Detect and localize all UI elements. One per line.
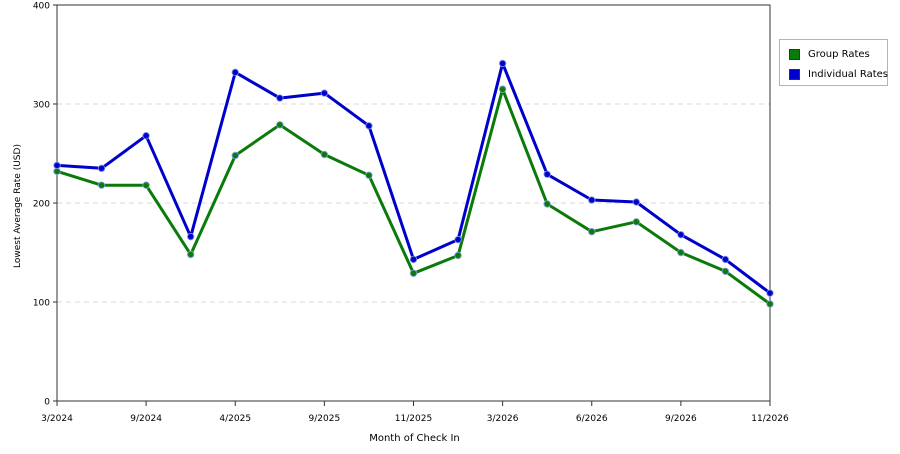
- data-point-individual-rates-12: [588, 196, 596, 204]
- data-point-individual-rates-7: [365, 122, 373, 130]
- data-point-individual-rates-1: [97, 164, 106, 173]
- data-point-individual-rates-9: [454, 235, 462, 244]
- y-tick-label-1: 100: [33, 299, 50, 309]
- data-point-group-rates-9: [454, 251, 462, 260]
- data-point-group-rates-6: [320, 150, 329, 159]
- legend-label-group-rates: Group Rates: [808, 49, 870, 60]
- data-point-individual-rates-3: [186, 232, 195, 241]
- data-point-group-rates-7: [365, 171, 373, 179]
- data-point-individual-rates-14: [677, 230, 685, 239]
- x-tick-label-1: 9/2024: [130, 414, 162, 424]
- data-point-individual-rates-5: [276, 94, 284, 102]
- x-tick-label-3: 9/2025: [309, 414, 341, 424]
- x-tick-label-2: 4/2025: [219, 414, 251, 424]
- x-axis-title: Month of Check In: [369, 433, 460, 444]
- data-point-individual-rates-8: [409, 255, 418, 264]
- data-point-group-rates-8: [409, 269, 418, 277]
- data-point-group-rates-12: [588, 228, 596, 236]
- data-point-individual-rates-4: [231, 68, 239, 77]
- legend-swatch-group-rates: [789, 49, 800, 60]
- data-point-group-rates-10: [498, 85, 507, 93]
- x-tick-label-0: 3/2024: [41, 414, 73, 424]
- chart-legend: Group Rates Individual Rates: [779, 39, 888, 86]
- data-point-individual-rates-15: [721, 255, 730, 264]
- x-tick-label-6: 6/2026: [576, 414, 608, 424]
- x-tick-label-4: 11/2025: [395, 414, 432, 424]
- legend-item-group-rates: Group Rates: [789, 48, 870, 61]
- y-axis-title: Lowest Average Rate (USD): [13, 144, 23, 268]
- data-point-group-rates-11: [543, 200, 551, 208]
- data-point-individual-rates-2: [142, 131, 150, 140]
- x-tick-label-5: 3/2026: [487, 414, 519, 424]
- data-point-group-rates-2: [142, 181, 150, 189]
- y-tick-label-4: 400: [33, 2, 50, 12]
- data-point-individual-rates-16: [766, 289, 774, 297]
- data-point-individual-rates-6: [320, 89, 329, 97]
- data-point-group-rates-14: [677, 248, 685, 257]
- data-point-group-rates-5: [276, 121, 284, 129]
- x-tick-label-8: 11/2026: [751, 414, 789, 424]
- y-tick-label-0: 0: [44, 398, 50, 408]
- data-point-group-rates-1: [97, 181, 106, 189]
- x-tick-label-7: 9/2026: [665, 414, 697, 424]
- data-point-individual-rates-0: [53, 161, 61, 170]
- legend-swatch-individual-rates: [789, 69, 800, 80]
- data-point-individual-rates-11: [543, 170, 551, 178]
- legend-label-individual-rates: Individual Rates: [808, 69, 889, 80]
- y-tick-label-2: 200: [33, 200, 50, 210]
- data-point-group-rates-13: [632, 218, 641, 226]
- data-point-individual-rates-10: [498, 59, 507, 68]
- data-point-group-rates-4: [231, 151, 239, 160]
- data-point-group-rates-16: [766, 300, 774, 308]
- y-tick-label-3: 300: [33, 101, 50, 111]
- data-point-individual-rates-13: [632, 198, 641, 206]
- data-point-group-rates-15: [721, 267, 730, 276]
- data-point-group-rates-3: [186, 250, 195, 259]
- legend-item-individual-rates: Individual Rates: [789, 68, 888, 81]
